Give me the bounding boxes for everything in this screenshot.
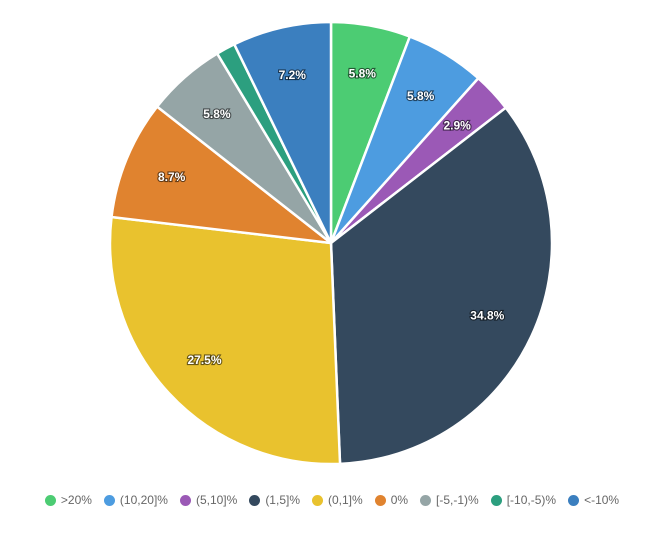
slice-value-label-5: 8.7% (158, 170, 186, 184)
legend-label: [-5,-1)% (436, 493, 479, 507)
legend-label: (0,1]% (328, 493, 363, 507)
pie-slice-4[interactable] (108, 215, 342, 466)
slice-value-label-3: 34.8% (470, 309, 504, 323)
slice-value-label-6: 5.8% (203, 107, 231, 121)
slice-value-label-8: 7.2% (279, 68, 307, 82)
legend-item-3[interactable]: (1,5]% (249, 493, 300, 507)
legend-swatch-icon (374, 494, 386, 506)
slice-value-label-0: 5.8% (349, 66, 377, 80)
pie-slice-5[interactable] (110, 105, 333, 245)
legend-swatch-icon (312, 494, 323, 506)
slice-value-label-4: 27.5% (187, 353, 221, 367)
legend-label: (10,20]% (119, 493, 168, 507)
legend-item-8[interactable]: <-10% (568, 493, 619, 507)
pie-slice-3[interactable] (329, 106, 554, 466)
legend-item-1[interactable]: (10,20]% (103, 493, 168, 507)
slice-value-label-2: 2.9% (443, 118, 471, 132)
legend-swatch-icon (249, 494, 261, 506)
legend-swatch-icon (103, 494, 115, 506)
legend-label: [-10,-5)% (506, 493, 557, 507)
pie-chart: 5.8% 5.8% 2.9% 34.8% 27.5% 8.7% 5.8% 7.2% (108, 20, 554, 466)
legend: >20% (10,20]% (5,10]% (1,5]% (0,1]% 0% [-5,-1)… (0, 489, 664, 511)
legend-item-4[interactable]: (0,1]% (312, 493, 363, 507)
legend-label: <-10% (584, 493, 620, 507)
legend-item-5[interactable]: 0% (374, 493, 409, 507)
pie-slice-8[interactable] (233, 20, 333, 245)
legend-swatch-icon (420, 494, 432, 506)
legend-item-0[interactable]: >20% (44, 493, 92, 507)
legend-label: 0% (390, 493, 409, 507)
legend-item-6[interactable]: [-5,-1)% (420, 493, 479, 507)
pie-slice-labels: 5.8% 5.8% 2.9% 34.8% 27.5% 8.7% 5.8% 7.2% (157, 65, 506, 368)
legend-swatch-icon (44, 494, 56, 506)
legend-item-2[interactable]: (5,10]% (179, 493, 238, 507)
legend-label: >20% (60, 493, 92, 507)
pie-slices (108, 20, 554, 466)
legend-swatch-icon (568, 494, 580, 506)
legend-item-7[interactable]: [-10,-5)% (490, 493, 557, 507)
legend-swatch-icon (179, 494, 191, 506)
slice-value-label-1: 5.8% (407, 89, 435, 103)
legend-label: (1,5]% (265, 493, 300, 507)
legend-label: (5,10]% (195, 493, 238, 507)
legend-swatch-icon (490, 494, 502, 506)
